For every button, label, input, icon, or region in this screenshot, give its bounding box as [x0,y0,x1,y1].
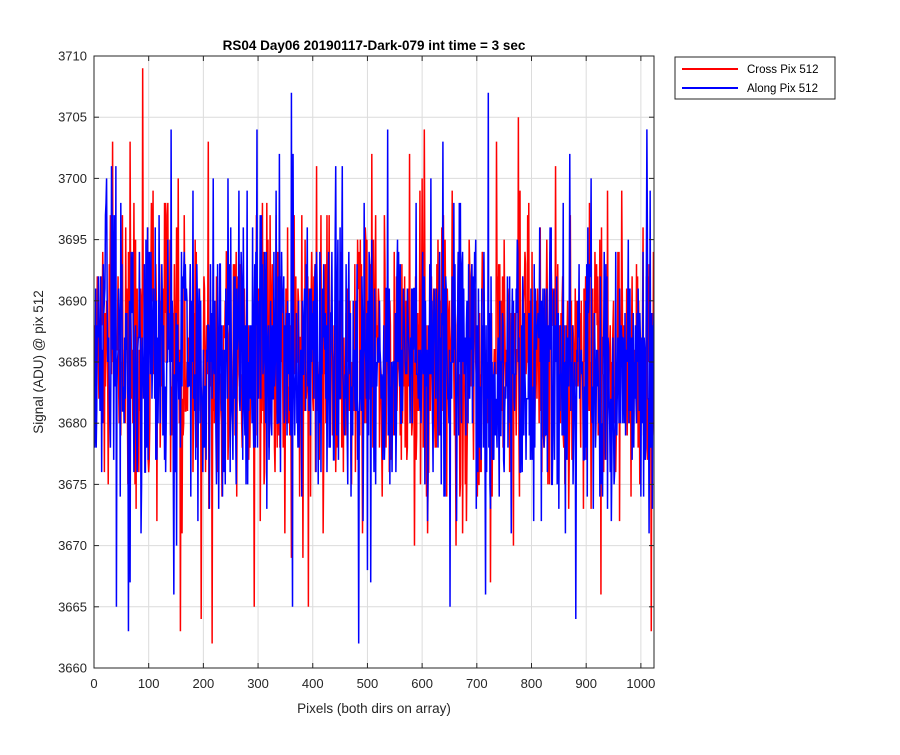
y-tick-label: 3675 [58,477,87,492]
y-tick-label: 3685 [58,355,87,370]
y-tick-label: 3710 [58,49,87,64]
x-tick-label: 700 [466,676,488,691]
x-tick-label: 0 [90,676,97,691]
x-tick-label: 500 [357,676,379,691]
y-tick-label: 3700 [58,171,87,186]
series-line-along-pix [94,92,654,644]
x-axis-title: Pixels (both dirs on array) [297,701,451,716]
legend-label-along-pix: Along Pix 512 [747,83,818,95]
legend-label-cross-pix: Cross Pix 512 [747,64,819,76]
x-tick-label: 400 [302,676,324,691]
x-tick-label: 100 [138,676,160,691]
y-tick-label: 3680 [58,416,87,431]
y-tick-label: 3690 [58,293,87,308]
y-tick-label: 3695 [58,232,87,247]
y-tick-label: 3670 [58,538,87,553]
y-tick-label: 3660 [58,661,87,676]
x-tick-label: 800 [521,676,543,691]
tick-labels: 0 100 200 300 400 500 600 700 800 900 1000 3660 3665… [58,49,655,692]
chart-title: RS04 Day06 20190117-Dark-079 int time = … [223,38,526,53]
legend-box [674,56,836,100]
legend[interactable]: Cross Pix 512 Along Pix 512 [674,56,836,100]
y-tick-label: 3665 [58,599,87,614]
series-layer [94,68,654,644]
x-tick-label: 600 [411,676,433,691]
x-tick-label: 300 [247,676,269,691]
x-tick-label: 200 [193,676,215,691]
x-tick-label: 900 [575,676,597,691]
x-tick-label: 1000 [626,676,655,691]
y-tick-label: 3705 [58,110,87,125]
ticks [93,55,654,669]
y-axis-title: Signal (ADU) @ pix 512 [31,290,46,434]
